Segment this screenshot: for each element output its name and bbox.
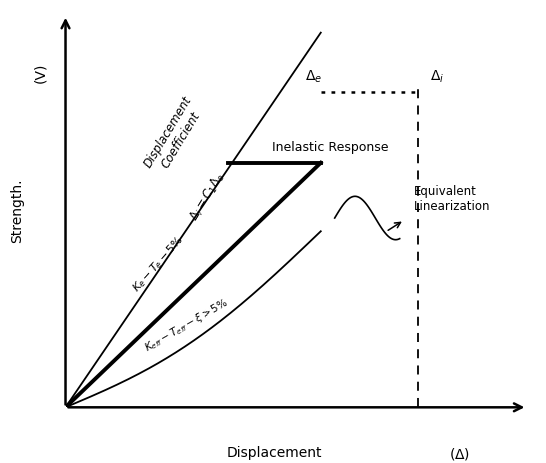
Text: Inelastic Response: Inelastic Response	[272, 141, 388, 154]
Text: Equivalent
Linearization: Equivalent Linearization	[414, 185, 490, 213]
Text: $K_{eff}-T_{eff}-\xi>5\%$: $K_{eff}-T_{eff}-\xi>5\%$	[141, 295, 231, 355]
Text: $(\Delta)$: $(\Delta)$	[449, 445, 471, 461]
Text: $\Delta_i$: $\Delta_i$	[430, 69, 444, 85]
Text: $K_e-T_e-5\%$: $K_e-T_e-5\%$	[130, 233, 187, 295]
Text: Strength.: Strength.	[10, 178, 24, 243]
Text: $\Delta_i = C_1\Delta_e$: $\Delta_i = C_1\Delta_e$	[187, 170, 228, 224]
Text: Displacement: Displacement	[227, 445, 322, 459]
Text: (V): (V)	[33, 63, 47, 83]
Text: Displacement
Coefficient: Displacement Coefficient	[142, 94, 207, 178]
Text: $\Delta_e$: $\Delta_e$	[305, 69, 322, 85]
